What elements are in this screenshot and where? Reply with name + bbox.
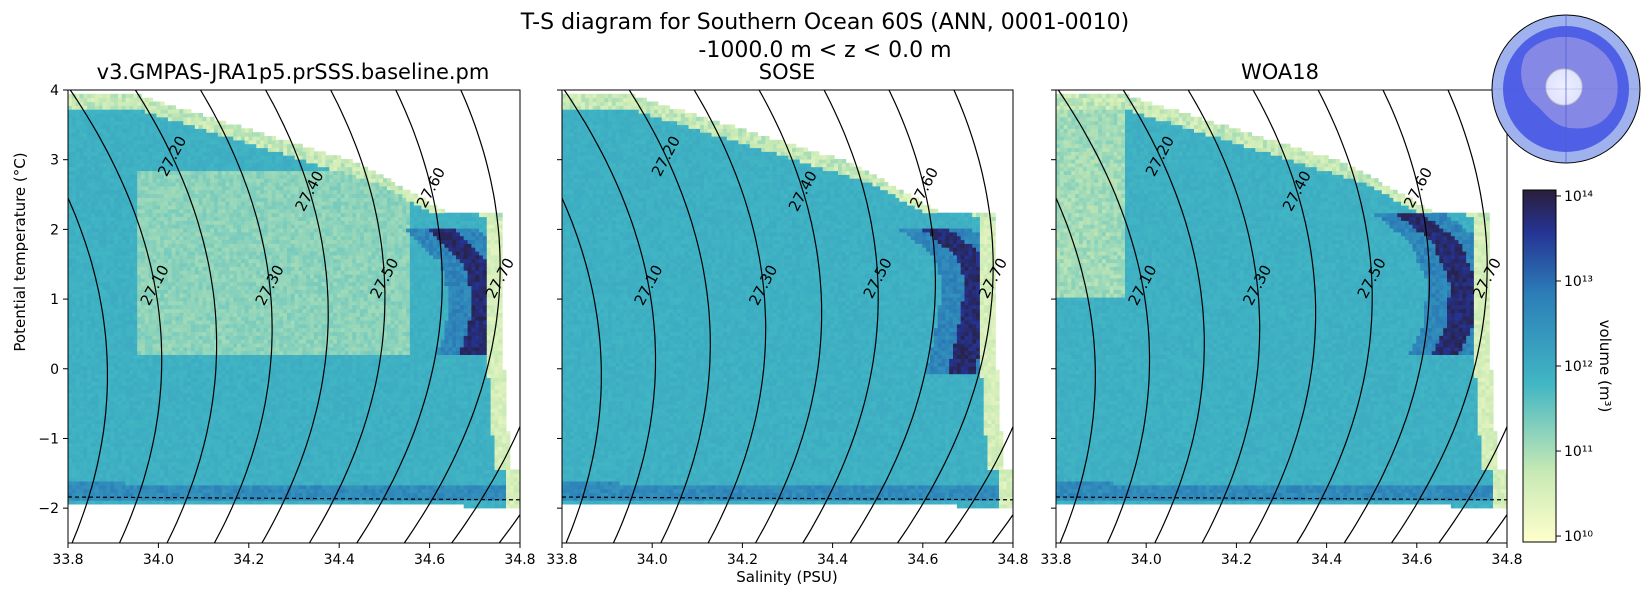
volume-heatmap-3 [1056, 93, 1507, 509]
y-tick-label: 3 [50, 153, 59, 169]
isopycnal-line [1122, 90, 1205, 543]
isopycnal-line [1296, 90, 1373, 543]
colorbar-label: volume (m³) [1596, 320, 1614, 413]
x-tick-label: 34.4 [817, 552, 848, 568]
colorbar: 10¹⁰ 10¹¹ 10¹² 10¹³ 10¹⁴ volume (m³) [1522, 189, 1614, 545]
y-tick-label: −2 [38, 501, 59, 517]
figure-title-line1: T-S diagram for Southern Ocean 60S (ANN,… [0, 10, 1650, 36]
x-tick-label: 34.8 [1491, 552, 1522, 568]
y-tick-label: 4 [50, 83, 59, 99]
isopycnal-line [403, 90, 501, 543]
x-tick-label: 34.0 [143, 552, 174, 568]
isopycnal-line [261, 90, 329, 543]
x-tick-label: 34.6 [414, 552, 445, 568]
colorbar-tick-label: 10¹² [1564, 359, 1593, 375]
x-tick-label: 34.2 [1221, 552, 1252, 568]
panel-title-model: v3.GMPAS-JRA1p5.prSSS.baseline.pm [68, 60, 518, 84]
axes-frame [561, 89, 1014, 544]
y-tick-label: 0 [50, 362, 59, 378]
isopycnal-line [69, 90, 163, 543]
x-tick-label: 34.8 [997, 552, 1028, 568]
y-tick-label: 2 [50, 222, 59, 238]
x-tick-label: 33.8 [546, 552, 577, 568]
x-tick-label: 34.6 [1401, 552, 1432, 568]
isopycnal-line [562, 196, 602, 543]
axes-frame [1055, 89, 1508, 544]
x-tick-label: 34.2 [727, 552, 758, 568]
isopycnal-label: 27.60 [1400, 164, 1436, 210]
colorbar-gradient [1522, 189, 1557, 543]
isopycnal-line [693, 90, 767, 543]
freezing-line [68, 496, 520, 501]
isopycnal-label: 27.60 [413, 164, 449, 210]
x-tick-label: 34.6 [907, 552, 938, 568]
isopycnal-line [1248, 90, 1317, 543]
region-inset-map [1491, 14, 1641, 164]
figure-title-line2: -1000.0 m < z < 0.0 m [0, 38, 1650, 64]
isopycnal-line [68, 196, 108, 543]
y-tick-label: 1 [50, 292, 59, 308]
isopycnal-line [134, 90, 218, 543]
volume-heatmap-1 [68, 93, 520, 509]
isopycnal-line [563, 90, 657, 543]
isopycnal-line [1438, 425, 1507, 543]
isopycnal-line [199, 90, 273, 543]
isopycnal-line [897, 90, 994, 543]
panel-title-sose: SOSE [562, 60, 1012, 84]
isopycnal-line [356, 90, 443, 543]
x-tick-label: 34.8 [504, 552, 535, 568]
isopycnal-line [1056, 196, 1096, 543]
isopycnal-line [802, 90, 879, 543]
colorbar-tick-label: 10¹³ [1564, 274, 1593, 290]
isopycnal-line [944, 425, 1013, 543]
isopycnal-line [1187, 90, 1261, 543]
isopycnal-line [451, 425, 520, 543]
isopycnal-line [849, 90, 936, 543]
colorbar-tick-label: 10¹⁰ [1564, 529, 1593, 545]
x-axis-label: Salinity (PSU) [736, 568, 838, 586]
isopycnal-label: 27.60 [906, 164, 942, 210]
x-tick-label: 34.0 [637, 552, 668, 568]
y-tick-label: −1 [38, 431, 59, 447]
colorbar-tick-label: 10¹⁴ [1564, 189, 1593, 205]
freezing-line [1056, 496, 1507, 501]
panel-title-woa18: WOA18 [1055, 60, 1505, 84]
isopycnal-line [628, 90, 711, 543]
x-tick-label: 33.8 [52, 552, 83, 568]
density-contours-1 [68, 90, 520, 543]
x-tick-label: 34.4 [1311, 552, 1342, 568]
x-tick-label: 34.0 [1131, 552, 1162, 568]
y-axis-label: Potential temperature (°C) [11, 152, 29, 351]
isopycnal-line [308, 90, 386, 543]
x-tick-label: 34.4 [324, 552, 355, 568]
colorbar-tick-label: 10¹¹ [1564, 444, 1593, 460]
density-contours-3 [1056, 90, 1507, 543]
isopycnal-line [754, 90, 823, 543]
x-tick-label: 33.8 [1040, 552, 1071, 568]
density-contours-2 [562, 90, 1013, 543]
isopycnal-line [1057, 90, 1151, 543]
freezing-line [562, 496, 1013, 501]
axes-frame [67, 89, 521, 544]
isopycnal-line [1391, 90, 1488, 543]
x-tick-label: 34.2 [233, 552, 264, 568]
isopycnal-line [1343, 90, 1430, 543]
volume-heatmap-2 [562, 93, 1013, 509]
